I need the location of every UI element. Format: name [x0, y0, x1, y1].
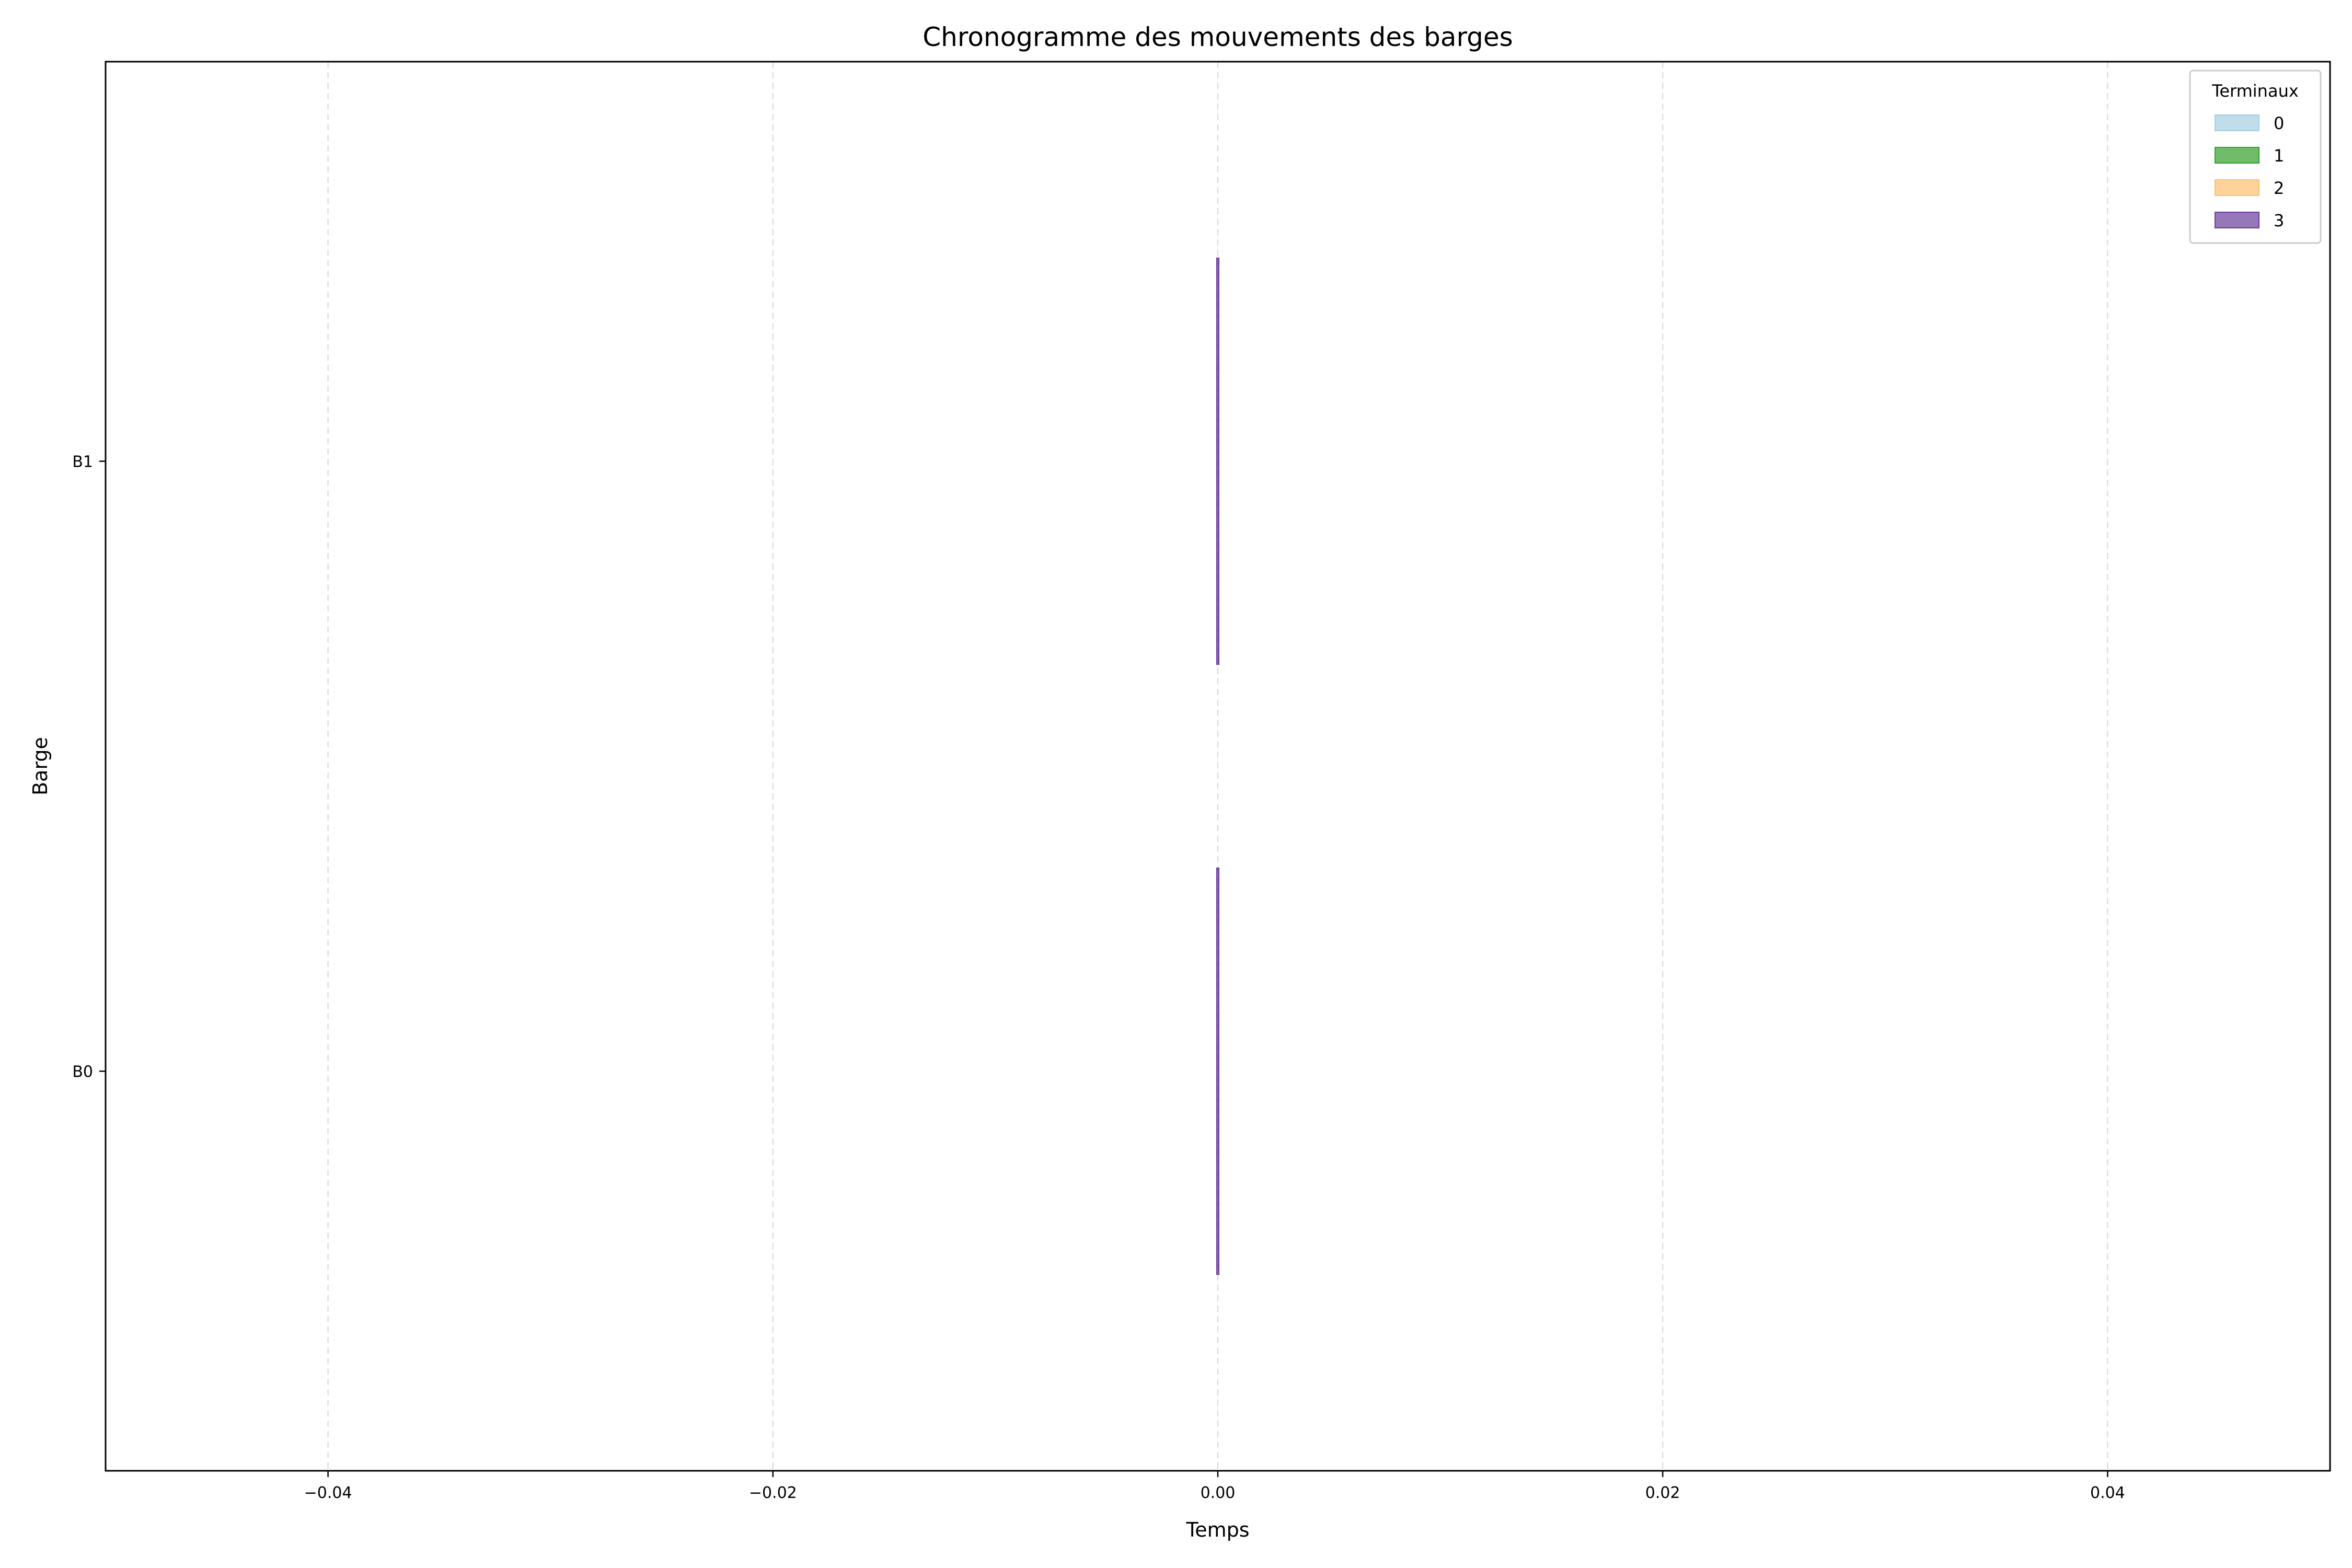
- y-axis-ticks: B0 B1: [72, 453, 106, 1081]
- legend-label: 2: [2274, 178, 2284, 198]
- x-tick-label: −0.02: [749, 1484, 797, 1502]
- y-tick-label: B1: [72, 453, 93, 471]
- x-tick-label: 0.02: [1645, 1484, 1680, 1502]
- x-tick-label: 0.04: [2090, 1484, 2125, 1502]
- chart-title: Chronogramme des mouvements des barges: [923, 22, 1513, 52]
- x-tick-label: −0.04: [304, 1484, 352, 1502]
- legend-label: 1: [2274, 146, 2284, 166]
- legend-swatch: [2215, 147, 2259, 164]
- bar-segment: [1216, 867, 1219, 1275]
- y-tick-label: B0: [72, 1063, 93, 1081]
- legend: Terminaux 0 1 2 3: [2189, 70, 2322, 244]
- legend-swatch: [2215, 179, 2259, 196]
- bars: [1216, 257, 1219, 1275]
- legend-swatch: [2215, 212, 2259, 228]
- legend-label: 3: [2274, 211, 2284, 230]
- x-axis-label: Temps: [1185, 1518, 1249, 1541]
- bar-segment: [1216, 257, 1219, 665]
- x-tick-label: 0.00: [1201, 1484, 1236, 1502]
- legend-title: Terminaux: [2211, 81, 2299, 101]
- y-axis-label: Barge: [29, 737, 52, 795]
- x-axis-ticks: −0.04 −0.02 0.00 0.02 0.04: [304, 1471, 2125, 1502]
- legend-swatch: [2215, 114, 2259, 131]
- legend-label: 0: [2274, 113, 2284, 133]
